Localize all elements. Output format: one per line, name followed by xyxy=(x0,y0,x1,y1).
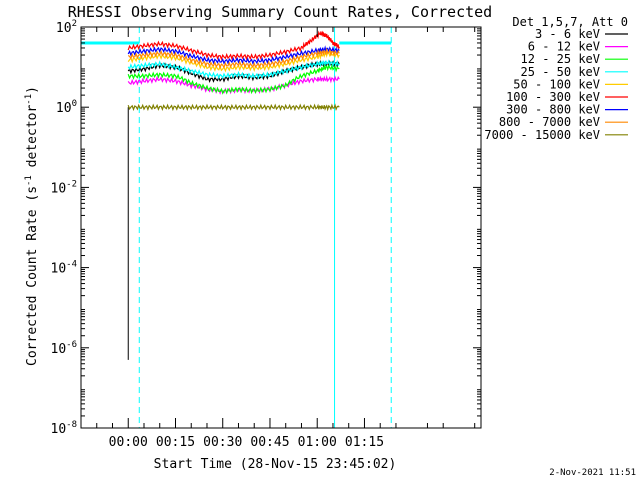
series-line-7000-15000kev xyxy=(127,103,340,112)
series-line-3-6kev xyxy=(127,59,340,83)
series-line-100-300kev xyxy=(127,30,340,61)
legend-label: 300 - 800 keV xyxy=(506,103,600,117)
legend-label: 50 - 100 keV xyxy=(513,77,600,91)
legend-label: 25 - 50 keV xyxy=(521,65,600,79)
legend-label: 12 - 25 keV xyxy=(521,52,600,66)
footer-date: 2-Nov-2021 11:51 xyxy=(549,468,636,478)
legend-label: 100 - 300 keV xyxy=(506,90,600,104)
x-tick-label: 00:45 xyxy=(250,435,289,450)
series-line-25-50kev xyxy=(127,59,340,80)
legend-label: 800 - 7000 keV xyxy=(499,115,600,129)
legend-label: 7000 - 15000 keV xyxy=(484,128,600,142)
x-tick-label: 01:15 xyxy=(345,435,384,450)
legend-label: 6 - 12 keV xyxy=(528,40,600,54)
x-tick-label: 00:15 xyxy=(156,435,195,450)
series-line-300-800kev xyxy=(127,45,340,66)
chart-title: RHESSI Observing Summary Count Rates, Co… xyxy=(68,3,492,21)
plot-frame xyxy=(80,26,482,429)
x-tick-label: 00:00 xyxy=(109,435,148,450)
legend-label: 3 - 6 keV xyxy=(535,27,600,41)
y-axis-label: Corrected Count Rate (s-1 detector-1) xyxy=(24,86,40,366)
x-tick-label: 00:30 xyxy=(203,435,242,450)
x-axis-label: Start Time (28-Nov-15 23:45:02) xyxy=(154,457,397,472)
series-line-800-7000kev xyxy=(127,47,340,70)
legend-header: Det 1,5,7, Att 0 xyxy=(512,15,628,29)
x-tick-label: 01:00 xyxy=(298,435,337,450)
series-line-6-12kev xyxy=(127,74,340,95)
series-line-12-25kev xyxy=(127,63,340,95)
